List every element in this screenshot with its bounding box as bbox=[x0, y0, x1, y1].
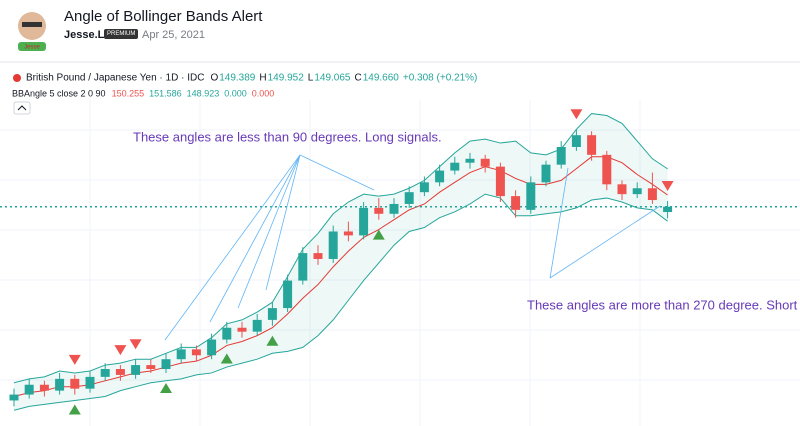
avatar: Jesse bbox=[18, 12, 46, 51]
long-signal bbox=[160, 382, 172, 393]
legend-value: 149.065 bbox=[314, 73, 351, 84]
annotation: These angles are more than 270 degree. S… bbox=[527, 297, 800, 312]
candle-body bbox=[55, 378, 65, 391]
long-signal bbox=[266, 335, 279, 346]
candle-body bbox=[24, 384, 34, 395]
short-signal bbox=[661, 180, 674, 191]
candle-body bbox=[146, 365, 156, 370]
candle-body bbox=[663, 206, 673, 213]
candle-body bbox=[39, 384, 49, 391]
candle-body bbox=[115, 369, 125, 375]
short-signal bbox=[570, 109, 583, 120]
candle-body bbox=[191, 349, 201, 356]
indicator[interactable]: BBAngle 5 close 2 0 90 bbox=[12, 88, 106, 98]
legend-value: 149.952 bbox=[268, 73, 305, 84]
candle-body bbox=[526, 182, 536, 210]
candle-body bbox=[85, 376, 95, 389]
legend-value: 149.389 bbox=[219, 73, 256, 84]
annotation-arrows bbox=[164, 154, 661, 341]
short-signal bbox=[114, 345, 127, 356]
candle-body bbox=[252, 319, 262, 332]
annotation: These angles are less than 90 degrees. L… bbox=[133, 129, 442, 144]
candle-body bbox=[541, 164, 551, 183]
author[interactable]: Jesse.Lau bbox=[64, 29, 118, 41]
candle-body bbox=[465, 158, 475, 163]
candle-body bbox=[176, 349, 186, 360]
indicator-value: 0.000 bbox=[224, 88, 247, 98]
long-signal bbox=[220, 353, 233, 364]
candle-body bbox=[100, 369, 110, 377]
candle-body bbox=[450, 162, 460, 171]
candle-body bbox=[313, 253, 323, 259]
candle-body bbox=[161, 359, 171, 370]
long-signal bbox=[68, 404, 81, 415]
candle-body bbox=[131, 365, 141, 375]
candle-body bbox=[571, 135, 581, 147]
candle-body bbox=[556, 146, 566, 165]
candle-body bbox=[587, 135, 597, 155]
candle-body bbox=[389, 203, 399, 214]
candle-body bbox=[267, 308, 277, 320]
legend-key: O bbox=[210, 73, 218, 84]
candle-body bbox=[480, 158, 490, 167]
indicator-value: 150.255 bbox=[112, 88, 145, 98]
candle-body bbox=[617, 184, 627, 195]
svg-text:Jesse: Jesse bbox=[24, 45, 40, 51]
candle-body bbox=[435, 170, 445, 183]
candle-body bbox=[632, 188, 642, 195]
legend-change: +0.308 (+0.21%) bbox=[403, 73, 478, 84]
candle-body bbox=[328, 231, 338, 259]
candle-body bbox=[9, 394, 19, 401]
band-fill bbox=[14, 113, 668, 411]
title: Angle of Bollinger Bands Alert bbox=[64, 8, 263, 25]
candle-body bbox=[222, 327, 232, 340]
candle-body bbox=[343, 231, 353, 236]
candle-body bbox=[495, 166, 505, 197]
collapse-button[interactable] bbox=[13, 101, 31, 115]
long-signal bbox=[372, 229, 385, 240]
legend-key: C bbox=[354, 73, 361, 84]
date: Apr 25, 2021 bbox=[142, 29, 205, 41]
short-signal bbox=[129, 339, 142, 350]
badge: PREMIUM bbox=[104, 29, 139, 39]
candle-body bbox=[647, 188, 657, 201]
basis-line bbox=[13, 156, 668, 398]
candle-body bbox=[359, 207, 369, 236]
candle-body bbox=[298, 253, 308, 281]
candle-body bbox=[404, 192, 414, 204]
legend-value: 149.660 bbox=[363, 73, 400, 84]
candle-body bbox=[70, 378, 80, 389]
candle-body bbox=[237, 327, 247, 332]
indicator-value: 151.586 bbox=[149, 88, 182, 98]
indicator-value: 0.000 bbox=[252, 88, 275, 98]
legend-key: L bbox=[308, 73, 314, 84]
legend-key: H bbox=[259, 73, 266, 84]
collapse-icon bbox=[17, 105, 27, 111]
candle-body bbox=[207, 339, 217, 356]
indicator-value: 148.923 bbox=[187, 88, 220, 98]
candle-body bbox=[283, 280, 293, 309]
candle-body bbox=[374, 207, 384, 214]
candle-body bbox=[419, 182, 429, 193]
band-line bbox=[13, 193, 668, 411]
short-signal bbox=[68, 354, 81, 365]
symbol-icon bbox=[13, 74, 21, 82]
candle-body bbox=[511, 196, 521, 210]
symbol[interactable]: British Pound / Japanese Yen · 1D · IDC bbox=[26, 73, 204, 84]
candle-body bbox=[602, 154, 612, 185]
